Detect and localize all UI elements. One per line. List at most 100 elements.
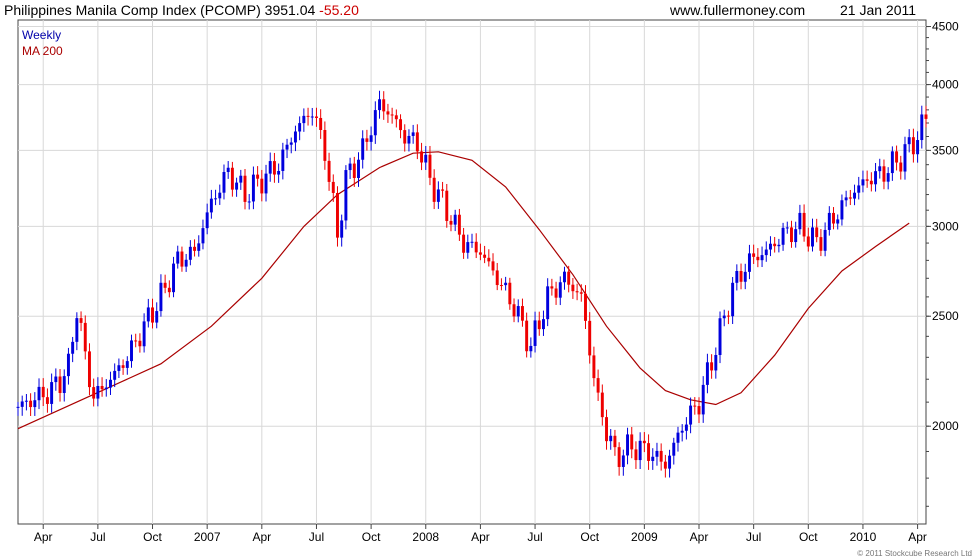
down-bar [386,111,390,115]
down-bar [819,237,823,251]
down-bar [630,434,634,450]
up-bar [903,144,907,172]
up-bar [768,243,772,250]
down-bar [441,189,445,191]
up-bar [373,110,377,136]
down-bar [365,138,369,142]
price-change: -55.20 [319,2,359,18]
down-bar [390,114,394,116]
up-bar [840,200,844,220]
down-bar [512,304,516,317]
up-bar [621,455,625,467]
down-bar [352,163,356,178]
down-bar [790,227,793,243]
down-bar [634,449,638,461]
up-bar [760,255,764,261]
down-bar [306,115,310,117]
up-bar [764,249,768,256]
up-bar [655,450,659,457]
up-bar [874,171,878,185]
up-bar [222,172,226,193]
down-bar [331,181,335,193]
up-bar [735,271,739,283]
site-label: www.fullermoney.com [670,2,806,18]
up-bar [890,151,894,174]
down-bar [617,447,621,467]
down-bar [314,116,318,118]
down-bar [848,197,852,199]
up-bar [20,401,24,407]
down-bar [710,362,714,371]
down-bar [693,405,697,407]
x-tick-label: 2010 [850,530,877,544]
x-tick-label: Oct [580,530,599,544]
y-tick-label: 3500 [932,143,959,157]
down-bar [869,180,873,185]
up-bar [50,382,54,404]
down-bar [243,175,247,202]
down-bar [487,257,491,262]
up-bar [668,455,672,469]
down-bar [697,406,701,415]
up-bar [811,227,814,247]
up-bar [436,189,440,202]
up-bar [104,387,108,390]
up-bar [718,318,722,355]
up-bar [251,174,255,202]
up-bar [16,406,20,408]
up-bar [916,140,920,155]
up-bar [357,159,360,178]
x-tick-label: 2008 [412,530,439,544]
up-bar [777,244,781,247]
down-bar [596,378,600,393]
up-bar [504,282,508,286]
up-bar [638,440,642,461]
up-bar [861,179,865,186]
up-bar [794,229,798,243]
up-bar [747,253,751,272]
up-bar [71,341,75,354]
up-bar [785,227,789,229]
up-bar [378,99,381,111]
up-bar [676,432,680,443]
up-bar [142,321,146,347]
down-bar [163,282,167,288]
up-bar [348,163,352,171]
up-bar [268,161,272,174]
up-bar [197,243,201,251]
down-bar [420,151,424,163]
down-bar [193,246,197,251]
up-bar [66,353,70,377]
x-tick-label: Apr [34,530,53,544]
down-bar [336,192,339,238]
down-bar [445,190,449,221]
x-tick-label: Jul [309,530,324,544]
up-bar [529,345,533,352]
up-bar [781,227,785,245]
up-bar [96,385,100,399]
date-label: 21 Jan 2011 [840,2,917,18]
down-bar [382,99,386,112]
down-bar [520,306,524,321]
up-bar [310,116,314,118]
x-tick-label: Apr [690,530,709,544]
down-bar [832,212,835,224]
x-tick-label: Oct [799,530,818,544]
up-bar [541,319,545,330]
down-bar [79,318,83,323]
up-bar [626,434,630,456]
up-bar [125,361,129,368]
up-bar [293,131,297,143]
up-bar [214,198,218,200]
down-bar [100,385,104,390]
down-bar [474,241,478,253]
up-bar [75,318,79,342]
down-bar [41,386,45,398]
down-bar [508,282,512,305]
up-bar [205,212,209,229]
down-bar [756,256,760,261]
down-bar [58,376,62,393]
legend-ma200: MA 200 [22,44,63,58]
down-bar [752,253,756,257]
down-bar [167,287,171,293]
